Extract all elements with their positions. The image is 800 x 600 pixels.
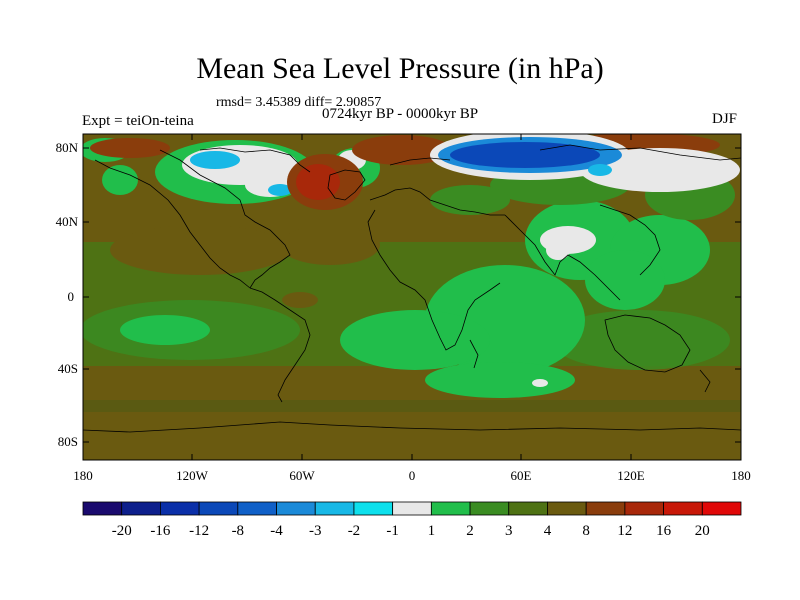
- season-label: DJF: [712, 111, 738, 127]
- colorbar-label: 4: [544, 523, 552, 539]
- colorbar-label: 12: [617, 523, 632, 539]
- colorbar-swatch: [701, 501, 742, 516]
- colorbar-label: -20: [112, 523, 132, 539]
- colorbar-label: -4: [270, 523, 283, 539]
- colorbar-swatch: [353, 501, 394, 516]
- colorbar-label: 3: [505, 523, 513, 539]
- colorbar-label: 16: [656, 523, 672, 539]
- colorbar-label: -12: [189, 523, 209, 539]
- lat-label: 0: [68, 289, 75, 304]
- colorbar-label: 8: [582, 523, 590, 539]
- lon-tick-marks: [82, 134, 742, 460]
- colorbar-swatch: [430, 501, 471, 516]
- lat-label: 80S: [58, 434, 78, 449]
- lon-label: 180: [731, 468, 751, 483]
- colorbar-label: -3: [309, 523, 322, 539]
- colorbar-swatch: [392, 501, 432, 516]
- period-text: 0724kyr BP - 0000kyr BP: [322, 106, 479, 122]
- colorbar-label: -1: [386, 523, 399, 539]
- colorbar-swatch: [508, 501, 548, 516]
- lon-label: 0: [409, 468, 416, 483]
- lon-label: 180: [73, 468, 93, 483]
- lat-label: 40S: [58, 361, 78, 376]
- lon-label: 60W: [289, 468, 315, 483]
- colorbar-label: -16: [150, 523, 170, 539]
- map-title: Mean Sea Level Pressure (in hPa): [196, 52, 604, 85]
- colorbar-swatch: [624, 501, 664, 516]
- lon-label: 120W: [176, 468, 209, 483]
- colorbar-swatch: [314, 501, 355, 516]
- stats-text: rmsd= 3.45389 diff= 2.90857: [216, 95, 382, 110]
- colorbar-label: 20: [695, 523, 710, 539]
- colorbar-label: 2: [466, 523, 474, 539]
- colorbar-swatch: [547, 501, 587, 516]
- lon-label: 120E: [617, 468, 645, 483]
- colorbar-swatch: [276, 501, 316, 516]
- colorbar-swatch: [237, 501, 277, 516]
- colorbar-swatch: [160, 501, 200, 516]
- colorbar-swatch: [121, 501, 161, 516]
- colorbar-swatch: [663, 501, 703, 516]
- colorbar-labels: -20 -16 -12 -8 -4 -3 -2 -1 1 2 3 4 8 12 16 20: [112, 523, 710, 539]
- lon-tick-labels: 180 120W 60W 0 60E 120E 180: [73, 468, 751, 483]
- lon-label: 60E: [511, 468, 532, 483]
- colorbar-swatch: [469, 501, 510, 516]
- coastlines: [83, 144, 741, 433]
- colorbar-swatch: [198, 501, 239, 516]
- colorbar-swatch: [82, 501, 123, 516]
- colorbar-label: -8: [232, 523, 245, 539]
- experiment-label: Expt = teiOn-teina: [82, 113, 194, 129]
- lat-tick-marks: [83, 147, 741, 443]
- lat-tick-labels: 80N 40N 0 40S 80S: [56, 140, 79, 449]
- colorbar-label: -2: [348, 523, 361, 539]
- lat-label: 80N: [56, 140, 79, 155]
- colorbar-label: 1: [428, 523, 436, 539]
- lat-label: 40N: [56, 214, 79, 229]
- colorbar: [82, 501, 742, 516]
- colorbar-swatch: [585, 501, 626, 516]
- pressure-field: [83, 134, 741, 460]
